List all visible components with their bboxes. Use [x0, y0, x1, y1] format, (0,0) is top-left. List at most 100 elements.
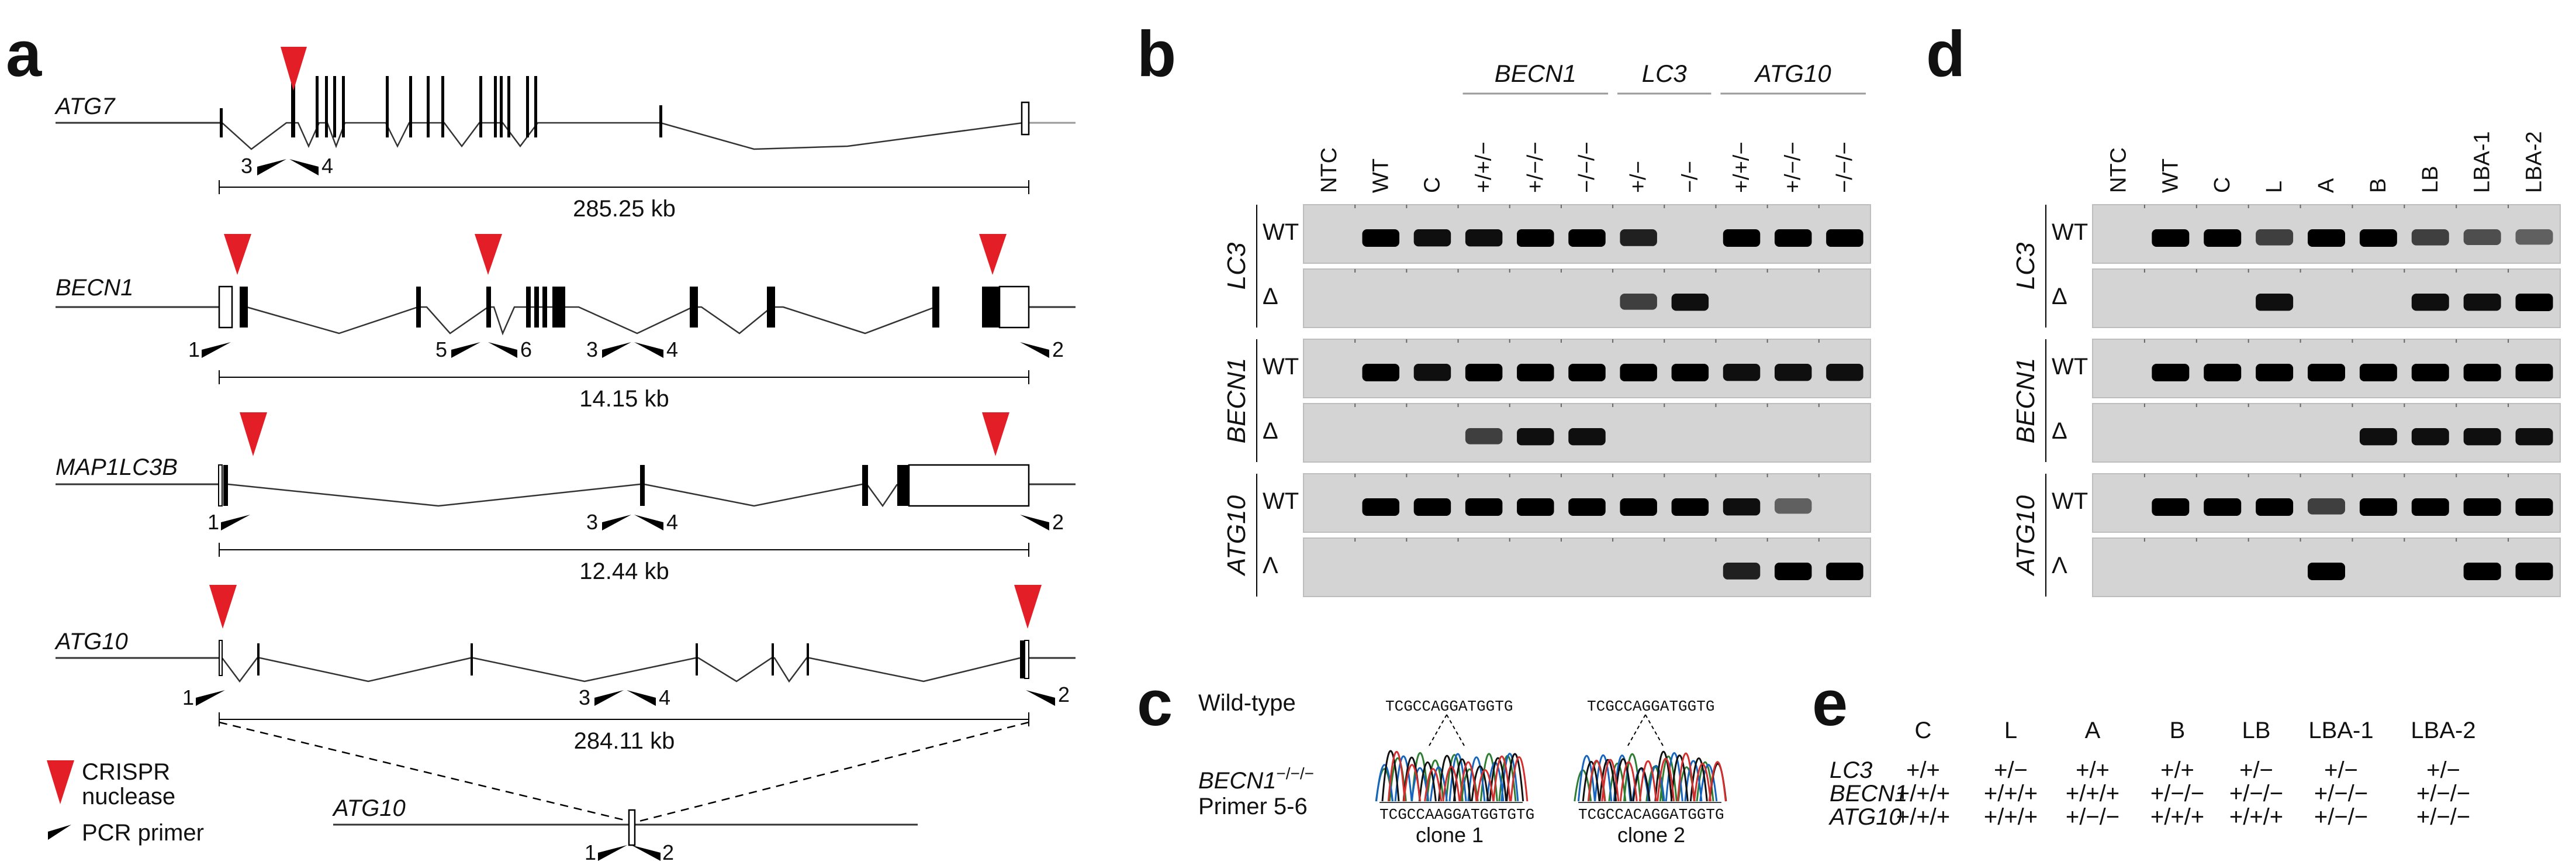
gel-band: [2152, 229, 2190, 247]
chromatogram-trace: [1375, 752, 1517, 802]
primer-arrow-icon: [196, 690, 225, 706]
group-header: ATG10: [1754, 60, 1832, 87]
lane-label: B: [2366, 178, 2391, 193]
seq-top-clone2: TCGCCAGGATGGTG: [1587, 698, 1714, 715]
gel-band: [1826, 364, 1863, 381]
gel-band: [2204, 364, 2242, 381]
table-cell: +/−: [2239, 757, 2273, 783]
chromatogram-clone2: [1574, 750, 1727, 803]
gel-band: [2308, 498, 2345, 515]
primer-arrow-icon: [1020, 515, 1049, 530]
side-label: BECN1: [2011, 358, 2040, 444]
row-label: Λ: [1263, 553, 1278, 578]
gene-becn1: BECN1 1 5 6 3 4 2: [56, 234, 1076, 412]
primer-4c: 4: [666, 510, 678, 534]
gel-band: [1568, 498, 1606, 516]
gel-band: [2411, 229, 2449, 246]
gel-band: [1568, 428, 1606, 446]
table-header: LBA-2: [2411, 718, 2475, 743]
crispr-icon: [475, 234, 502, 275]
gel-band: [2359, 498, 2397, 516]
gene-label-atg10: ATG10: [54, 629, 128, 654]
seq-bottom-clone1: TCGCCAAGGATGGTGTG: [1379, 806, 1534, 823]
lane-label: +/+/−: [1730, 142, 1754, 193]
lane-label: −/−/−: [1832, 142, 1857, 193]
gene-label-map1lc3b: MAP1LC3B: [56, 454, 178, 480]
side-label: ATG10: [2011, 495, 2040, 577]
panel-letter-c: c: [1137, 667, 1173, 739]
chromatogram-trace: [1387, 750, 1529, 802]
crispr-icon: [209, 585, 237, 629]
gel-band: [2463, 364, 2501, 381]
chromatogram-trace: [1587, 752, 1727, 802]
gel-band: [1517, 498, 1554, 516]
gel-band: [1723, 229, 1761, 247]
chromatogram-trace: [1381, 750, 1524, 802]
seq-bottom-clone2: TCGCCACAGGATGGTG: [1578, 806, 1724, 823]
row-label: Δ: [1263, 418, 1278, 444]
legend: CRISPR nuclease PCR primer: [47, 759, 204, 846]
gel-band: [2256, 498, 2294, 516]
group-header: BECN1: [1495, 60, 1576, 87]
lane-label: WT: [1368, 158, 1393, 193]
lane-label: +/−: [1626, 161, 1651, 193]
gel-band: [1620, 229, 1657, 246]
table-header: B: [2170, 718, 2186, 743]
lane-label: L: [2262, 181, 2287, 193]
primer-1: 1: [208, 510, 219, 534]
primer-arrow-icon: [1020, 342, 1049, 358]
lane-label: +/−/−: [1781, 142, 1806, 193]
row-label: WT: [1263, 354, 1299, 380]
gel-band: [1517, 229, 1554, 247]
table-cell: +/+/+: [2229, 804, 2283, 830]
row-label: WT: [2052, 354, 2088, 380]
gel-band: [2515, 229, 2553, 245]
gel-band: [1774, 364, 1812, 381]
gel-band: [1774, 563, 1812, 580]
crispr-icon: [1014, 585, 1042, 629]
primer-arrow-icon: [257, 159, 286, 175]
crispr-icon: [224, 234, 251, 275]
gene-atg10: ATG10 1 3 4 2 284.11 kb: [54, 585, 1076, 823]
gel-band: [1568, 229, 1606, 247]
gel-band: [2359, 364, 2397, 381]
panel-letter-a: a: [6, 18, 42, 90]
gel-band: [1826, 563, 1863, 580]
size-label-atg7: 285.25 kb: [573, 196, 676, 222]
primer-1e: 1: [585, 840, 596, 864]
crispr-icon: [281, 47, 307, 91]
primer-arrow-icon: [202, 342, 231, 358]
primer-4b: 4: [666, 337, 678, 361]
lane-label: LB: [2418, 166, 2443, 193]
primer-3d: 3: [579, 685, 590, 709]
lane-label: −/−/−: [1575, 142, 1599, 193]
table-cell: +/−/−: [2416, 804, 2470, 830]
primer-4: 4: [321, 154, 333, 178]
primer-2e: 2: [662, 840, 674, 864]
gel-band: [2359, 428, 2397, 446]
gene-atg7: ATG7 3 4: [54, 47, 1076, 222]
row-label: Δ: [2052, 418, 2067, 444]
gel-strip: [1303, 268, 1871, 328]
primer-legend-icon: [48, 825, 71, 840]
gel-band: [2152, 364, 2190, 381]
primer-2c: 2: [1052, 510, 1064, 534]
gel-band: [1671, 294, 1709, 311]
primer-arrow-icon: [594, 690, 624, 706]
crispr-icon: [979, 234, 1007, 275]
side-label: ATG10: [1222, 495, 1251, 577]
gel-band: [1413, 364, 1451, 381]
table-cell: +/−: [2426, 757, 2460, 783]
table-cell: +/+/+: [2150, 804, 2204, 830]
table-cell: +/+: [2160, 757, 2194, 783]
gel-band: [1465, 364, 1503, 381]
row-label: WT: [2052, 219, 2088, 245]
table-cell: +/+: [2076, 757, 2110, 783]
primer-arrow-icon: [631, 845, 661, 861]
table-cell: +/−/−: [2314, 804, 2368, 830]
legend-crispr-line2: nuclease: [82, 784, 175, 809]
primer-arrow-icon: [602, 515, 631, 530]
row-label: Λ: [2052, 553, 2067, 578]
gel-band: [2308, 563, 2345, 580]
gel-band: [1465, 498, 1503, 516]
